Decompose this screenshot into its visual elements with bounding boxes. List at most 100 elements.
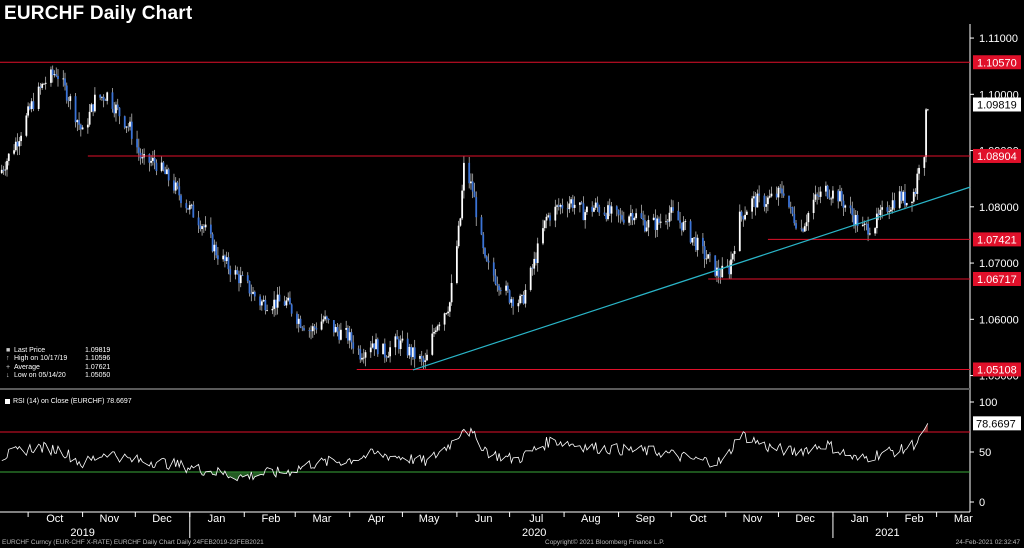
candle-body bbox=[397, 339, 400, 350]
candle-body bbox=[111, 92, 114, 109]
candle-body bbox=[777, 187, 780, 198]
candle-body bbox=[373, 343, 376, 350]
candle-body bbox=[167, 169, 170, 181]
candle-body bbox=[891, 200, 894, 210]
candle-body bbox=[549, 215, 551, 221]
candle-body bbox=[406, 338, 409, 356]
candle-body bbox=[259, 296, 261, 306]
candle-body bbox=[299, 318, 302, 328]
candle-body bbox=[216, 255, 219, 260]
candle-body bbox=[401, 338, 404, 341]
candle-body bbox=[703, 246, 706, 259]
candle-body bbox=[492, 262, 495, 276]
candle-body bbox=[830, 198, 833, 200]
candle-body bbox=[180, 195, 182, 204]
level-label: 1.07421 bbox=[977, 234, 1017, 246]
plus-icon: + bbox=[6, 363, 11, 371]
rsi-line bbox=[1, 423, 929, 482]
candle-body bbox=[394, 336, 397, 348]
candle-body bbox=[912, 191, 915, 202]
candle-body bbox=[116, 104, 119, 108]
rsi-oversold-fill bbox=[274, 472, 276, 477]
candle-body bbox=[566, 208, 569, 210]
x-tick-label: Oct bbox=[46, 513, 63, 525]
candle-body bbox=[791, 207, 794, 214]
candle-body bbox=[357, 348, 360, 350]
candle-body bbox=[2, 169, 5, 171]
candle-body bbox=[656, 218, 659, 230]
x-tick-label: Jan bbox=[851, 513, 869, 525]
candle-body bbox=[53, 74, 56, 76]
candle-body bbox=[78, 120, 80, 125]
candle-body bbox=[123, 116, 126, 128]
candle-body bbox=[682, 221, 685, 231]
candle-body bbox=[619, 214, 622, 216]
legend-label: Low on 05/14/20 bbox=[14, 372, 66, 380]
candle-body bbox=[709, 254, 711, 256]
candle-body bbox=[738, 211, 741, 252]
candle-body bbox=[728, 265, 731, 275]
candle-body bbox=[571, 199, 574, 208]
candle-body bbox=[744, 214, 746, 220]
candle-body bbox=[640, 213, 643, 219]
candle-body bbox=[43, 83, 45, 85]
candle-body bbox=[283, 301, 286, 306]
candle-body bbox=[190, 204, 193, 206]
level-label-bg bbox=[973, 232, 1021, 247]
legend-row-last: ■ Last Price 1.09819 bbox=[4, 347, 112, 355]
candle-body bbox=[396, 336, 399, 340]
legend-row-average: + Average 1.07621 bbox=[4, 364, 112, 372]
candle-body bbox=[32, 101, 35, 109]
candle-body bbox=[506, 285, 509, 291]
candle-body bbox=[150, 160, 153, 163]
candle-body bbox=[837, 190, 840, 202]
candle-body bbox=[816, 194, 819, 196]
candle-body bbox=[819, 191, 822, 197]
candle-body bbox=[765, 204, 768, 207]
candle-body bbox=[104, 100, 107, 101]
candle-body bbox=[767, 197, 769, 205]
candle-body bbox=[496, 283, 499, 286]
x-tick-label: Dec bbox=[152, 513, 172, 525]
candle-body bbox=[875, 213, 878, 229]
candle-body bbox=[37, 86, 40, 109]
footer-timestamp: 24-Feb-2021 02:32:47 bbox=[955, 539, 1020, 546]
candle-body bbox=[55, 74, 58, 76]
candle-body bbox=[842, 200, 845, 208]
candle-body bbox=[559, 204, 562, 207]
candle-body bbox=[204, 224, 207, 228]
rsi-legend: RSI (14) on Close (EURCHF) 78.6697 bbox=[5, 398, 132, 405]
candle-body bbox=[877, 213, 880, 215]
candle-body bbox=[28, 106, 31, 110]
price-y-tick-label: 1.08000 bbox=[979, 202, 1019, 214]
candle-body bbox=[434, 330, 437, 332]
x-tick-label: Feb bbox=[905, 513, 924, 525]
candle-body bbox=[603, 212, 606, 215]
level-label: 1.05108 bbox=[977, 364, 1017, 376]
candle-body bbox=[568, 203, 571, 210]
candle-body bbox=[413, 347, 416, 359]
candle-body bbox=[385, 357, 388, 359]
candle-body bbox=[238, 273, 240, 284]
chart-title: EURCHF Daily Chart bbox=[4, 3, 193, 24]
candle-body bbox=[768, 196, 771, 198]
candle-body bbox=[580, 202, 583, 204]
candle-body bbox=[369, 347, 372, 353]
candle-body bbox=[225, 257, 228, 262]
legend-label: High on 10/17/19 bbox=[14, 355, 68, 363]
candle-body bbox=[248, 281, 251, 294]
rsi-y-tick-label: 100 bbox=[979, 397, 997, 409]
candle-body bbox=[803, 226, 806, 232]
candle-body bbox=[691, 237, 694, 243]
candle-body bbox=[677, 210, 680, 221]
candle-body bbox=[779, 187, 782, 189]
candle-body bbox=[447, 311, 449, 314]
candle-body bbox=[262, 299, 265, 302]
candle-body bbox=[324, 316, 326, 320]
candle-body bbox=[290, 304, 293, 314]
candle-body bbox=[508, 290, 511, 303]
candle-body bbox=[81, 127, 84, 130]
x-tick-label: Dec bbox=[795, 513, 815, 525]
candle-body bbox=[531, 267, 534, 269]
